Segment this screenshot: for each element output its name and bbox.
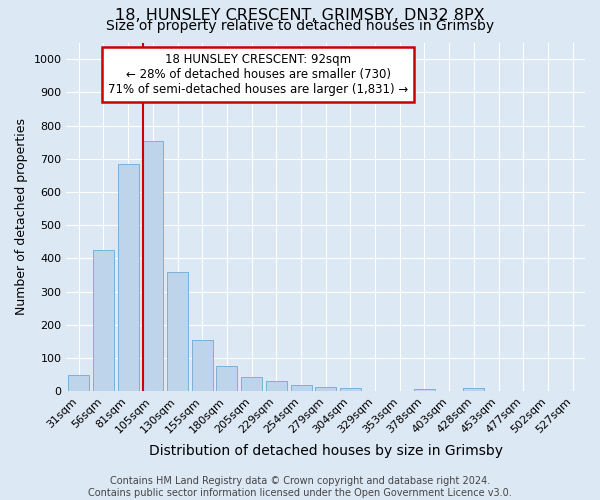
Bar [414, 388, 435, 392]
Bar [142, 140, 163, 392]
Bar [315, 387, 336, 392]
Bar [290, 384, 311, 392]
Bar [167, 272, 188, 392]
Y-axis label: Number of detached properties: Number of detached properties [15, 118, 28, 316]
Bar [266, 382, 287, 392]
Bar [192, 340, 213, 392]
Bar [463, 388, 484, 392]
Text: Contains HM Land Registry data © Crown copyright and database right 2024.
Contai: Contains HM Land Registry data © Crown c… [88, 476, 512, 498]
X-axis label: Distribution of detached houses by size in Grimsby: Distribution of detached houses by size … [149, 444, 503, 458]
Bar [118, 164, 139, 392]
Text: Size of property relative to detached houses in Grimsby: Size of property relative to detached ho… [106, 19, 494, 33]
Bar [93, 250, 114, 392]
Text: 18, HUNSLEY CRESCENT, GRIMSBY, DN32 8PX: 18, HUNSLEY CRESCENT, GRIMSBY, DN32 8PX [115, 8, 485, 22]
Text: 18 HUNSLEY CRESCENT: 92sqm
← 28% of detached houses are smaller (730)
71% of sem: 18 HUNSLEY CRESCENT: 92sqm ← 28% of deta… [108, 53, 409, 96]
Bar [68, 374, 89, 392]
Bar [340, 388, 361, 392]
Bar [217, 366, 238, 392]
Bar [241, 378, 262, 392]
